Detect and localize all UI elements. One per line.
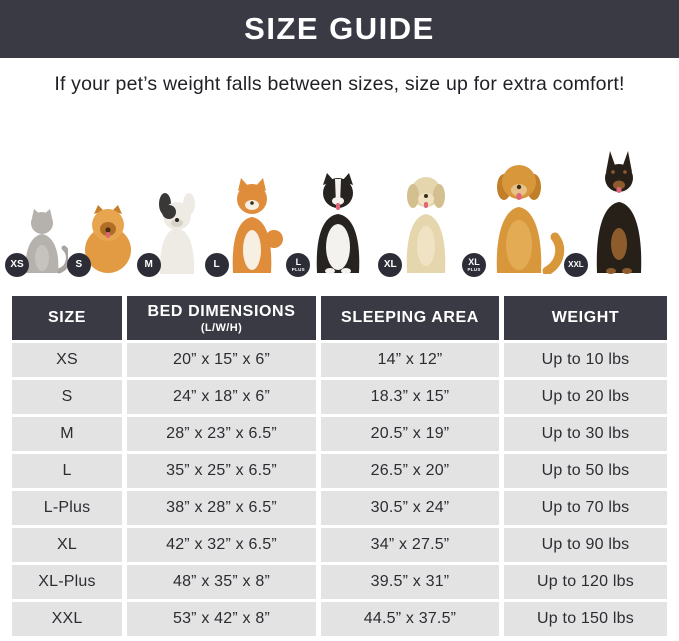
bed-dimensions-subheader: (L/W/H) — [200, 321, 243, 334]
pomeranian-image — [84, 205, 131, 273]
row-l-size: L — [12, 454, 122, 488]
size-badge-xl: XL — [378, 253, 403, 277]
row-xl-plus-area: 39.5” x 31” — [321, 565, 499, 599]
row-xxl-bed: 53” x 42” x 8” — [127, 602, 316, 636]
animal-doberman: XXL — [563, 150, 663, 277]
size-badge-l-plus: L PLUS — [286, 253, 311, 277]
row-xs-area: 14” x 12” — [321, 343, 499, 377]
golden-retriever-image — [496, 165, 565, 274]
row-s-area: 18.3” x 15” — [321, 380, 499, 414]
row-xs-bed: 20” x 15” x 6” — [127, 343, 316, 377]
row-xl-bed: 42” x 32” x 6.5” — [127, 528, 316, 562]
row-m-weight: Up to 30 lbs — [504, 417, 667, 451]
gray-cat-image — [25, 209, 68, 274]
size-badge-xs: XS — [5, 253, 29, 277]
animal-lineup: XS S M — [5, 122, 663, 277]
size-guide-banner: SIZE GUIDE — [0, 0, 679, 58]
animal-border-collie: L PLUS — [286, 172, 379, 277]
size-badge-xl-plus: XL PLUS — [462, 253, 487, 277]
row-s-weight: Up to 20 lbs — [504, 380, 667, 414]
row-s-size: S — [12, 380, 122, 414]
row-l-plus-weight: Up to 70 lbs — [504, 491, 667, 525]
labrador-image — [406, 177, 446, 273]
row-xxl-area: 44.5” x 37.5” — [321, 602, 499, 636]
page-title: SIZE GUIDE — [244, 11, 435, 46]
row-xs-weight: Up to 10 lbs — [504, 343, 667, 377]
size-badge-l: L — [204, 253, 229, 277]
column-header-size: SIZE — [12, 296, 122, 340]
row-l-plus-area: 30.5” x 24” — [321, 491, 499, 525]
row-m-size: M — [12, 417, 122, 451]
size-badge-m: M — [136, 253, 161, 277]
row-xl-size: XL — [12, 528, 122, 562]
french-bulldog-image — [158, 193, 195, 274]
animal-shiba-inu: L — [204, 177, 288, 277]
doberman-image — [596, 151, 642, 274]
row-l-plus-size: L-Plus — [12, 491, 122, 525]
row-l-weight: Up to 50 lbs — [504, 454, 667, 488]
row-m-area: 20.5” x 19” — [321, 417, 499, 451]
animal-pomeranian: S — [66, 204, 138, 277]
column-header-sleeping-area: SLEEPING AREA — [321, 296, 499, 340]
animal-golden-retriever: XL PLUS — [462, 159, 565, 277]
row-l-bed: 35” x 25” x 6.5” — [127, 454, 316, 488]
row-xl-weight: Up to 90 lbs — [504, 528, 667, 562]
row-xxl-weight: Up to 150 lbs — [504, 602, 667, 636]
row-xl-area: 34” x 27.5” — [321, 528, 499, 562]
size-table: SIZE BED DIMENSIONS (L/W/H) SLEEPING ARE… — [12, 296, 667, 636]
row-l-area: 26.5” x 20” — [321, 454, 499, 488]
animal-french-bulldog: M — [136, 192, 206, 277]
row-l-plus-bed: 38” x 28” x 6.5” — [127, 491, 316, 525]
row-xs-size: XS — [12, 343, 122, 377]
animal-gray-cat: XS — [5, 208, 68, 277]
column-header-weight: WEIGHT — [504, 296, 667, 340]
subtitle-text: If your pet’s weight falls between sizes… — [54, 72, 625, 95]
row-m-bed: 28” x 23” x 6.5” — [127, 417, 316, 451]
size-badge-xxl: XXL — [563, 253, 588, 277]
column-header-bed-dimensions: BED DIMENSIONS (L/W/H) — [127, 296, 316, 340]
animal-labrador: XL — [378, 172, 463, 277]
row-xl-plus-size: XL-Plus — [12, 565, 122, 599]
row-xxl-size: XXL — [12, 602, 122, 636]
size-badge-s: S — [66, 253, 91, 277]
row-xl-plus-bed: 48” x 35” x 8” — [127, 565, 316, 599]
row-xl-plus-weight: Up to 120 lbs — [504, 565, 667, 599]
row-s-bed: 24” x 18” x 6” — [127, 380, 316, 414]
shiba-inu-image — [232, 178, 283, 273]
border-collie-image — [317, 173, 360, 274]
